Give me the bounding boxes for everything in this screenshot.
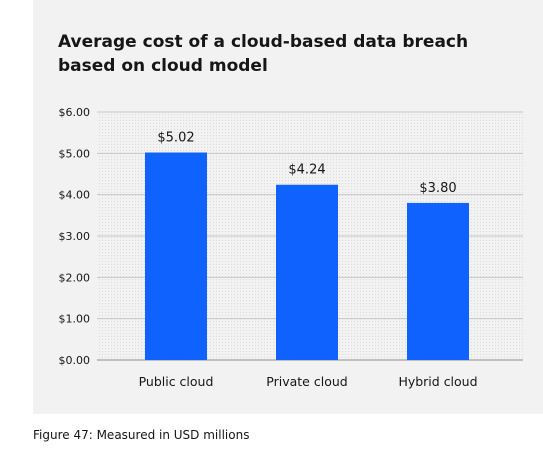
chart-title: Average cost of a cloud-based data breac… (58, 32, 469, 76)
y-tick-label: $1.00 (59, 313, 91, 326)
y-tick-label: $5.00 (59, 147, 91, 160)
data-label: $3.80 (419, 181, 456, 196)
x-tick-label: Hybrid cloud (398, 374, 477, 389)
x-tick-label: Public cloud (139, 374, 214, 389)
data-label: $5.02 (157, 131, 194, 146)
y-tick-label: $2.00 (59, 271, 91, 284)
bar (145, 152, 207, 360)
y-tick-label: $0.00 (59, 354, 91, 367)
bar (276, 184, 338, 360)
y-tick-label: $4.00 (59, 189, 91, 202)
bar-chart: $0.00 $1.00 $2.00 $3.00 $4.00 $5.00 $6.00 $5.02… (59, 106, 523, 389)
y-tick-label: $3.00 (59, 230, 91, 243)
y-tick-label: $6.00 (59, 106, 91, 119)
figure-caption: Figure 47: Measured in USD millions (33, 428, 250, 442)
x-tick-label: Private cloud (266, 374, 347, 389)
data-label: $4.24 (288, 163, 325, 178)
bar (407, 202, 469, 360)
